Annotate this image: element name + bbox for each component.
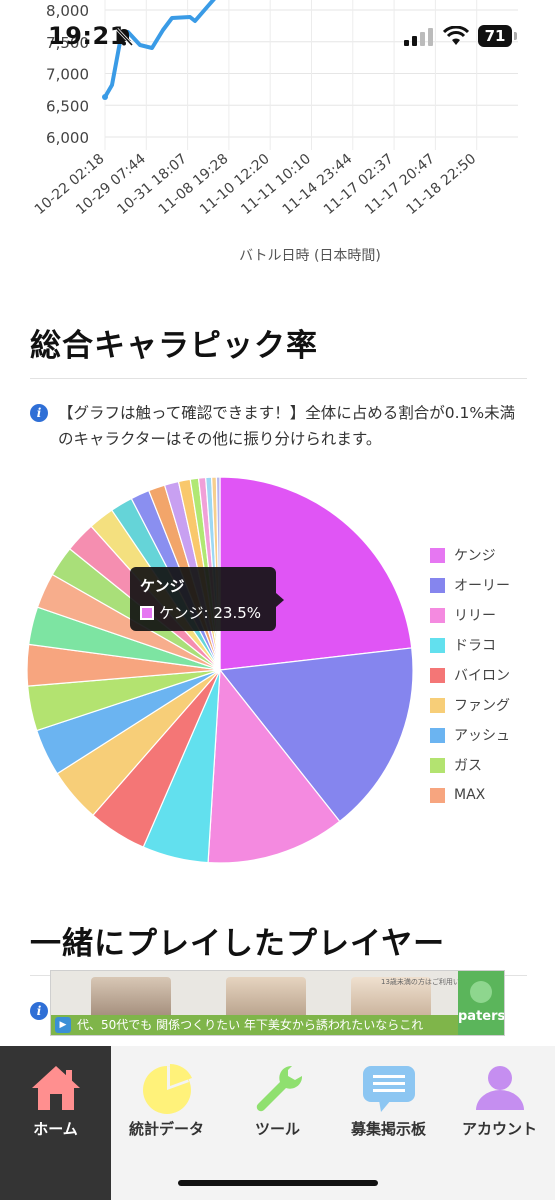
nav-label: ツール xyxy=(254,1120,300,1138)
y-tick-label: 8,000 xyxy=(46,2,89,20)
nav-board[interactable]: 募集掲示板 xyxy=(333,1046,444,1200)
nav-home[interactable]: ホーム xyxy=(0,1046,111,1200)
line-point xyxy=(102,94,108,100)
pie-slice[interactable] xyxy=(218,647,414,823)
x-tick-label: 10-22 02:18 xyxy=(32,151,108,218)
legend-item[interactable]: ケンジ xyxy=(430,540,550,570)
pie-slice[interactable] xyxy=(207,668,341,864)
nav-label: 統計データ xyxy=(128,1120,204,1138)
tooltip-swatch xyxy=(140,605,154,620)
ad-caption: 代、50代でも 関係つくりたい 年下美女から誘われたいならこれ xyxy=(51,1015,463,1035)
x-axis-label: バトル日時 (日本時間) xyxy=(239,248,381,264)
nav-tools[interactable]: ツール xyxy=(222,1046,333,1200)
nav-label: アカウント xyxy=(461,1120,537,1138)
legend-item[interactable]: バイロン xyxy=(430,660,550,690)
nav-label: ホーム xyxy=(33,1120,78,1138)
pie-legend: ケンジ オーリー リリー ドラコ バイロン ファング アッシュ ガス MAX xyxy=(430,540,550,810)
line-series xyxy=(103,0,216,99)
info-text: 【グラフは触って確認できます！】全体に占める割合が0.1%未満のキャラクターはそ… xyxy=(58,404,516,448)
wrench-icon xyxy=(256,1065,303,1112)
nav-account[interactable]: アカウント xyxy=(444,1046,555,1200)
players-title: 一緒にプレイしたプレイヤー xyxy=(30,926,446,962)
divider xyxy=(30,378,527,379)
ad-small-text: 13歳未満の方はご利用いただけません xyxy=(381,978,502,986)
user-icon xyxy=(476,1066,524,1110)
legend-item[interactable]: アッシュ xyxy=(430,720,550,750)
y-tick-label: 7,000 xyxy=(46,66,89,84)
legend-item[interactable]: オーリー xyxy=(430,570,550,600)
legend-item[interactable]: ファング xyxy=(430,690,550,720)
ad-brand-logo: paters xyxy=(458,971,504,1035)
y-tick-label: 6,500 xyxy=(46,97,89,115)
cellular-signal-icon xyxy=(404,28,433,46)
pie-chart-icon xyxy=(143,1063,192,1114)
pie-tooltip: ケンジ ケンジ: 23.5% xyxy=(130,567,284,631)
legend-item[interactable]: リリー xyxy=(430,600,550,630)
status-bar: 19:21 71 xyxy=(0,0,555,70)
wifi-icon xyxy=(443,26,469,45)
y-tick-label: 6,000 xyxy=(46,129,89,147)
legend-item[interactable]: MAX xyxy=(430,780,550,810)
bottom-nav: ホーム 統計データ ツール 募集掲示板 アカウント xyxy=(0,1046,555,1200)
ad-banner[interactable]: 13歳未満の方はご利用いただけません 代、50代でも 関係つくりたい 年下美女か… xyxy=(50,970,505,1036)
tooltip-title: ケンジ xyxy=(140,577,185,595)
status-time: 19:21 xyxy=(48,22,127,50)
pick-rate-info: i 【グラフは触って確認できます！】全体に占める割合が0.1%未満のキャラクター… xyxy=(30,400,530,452)
nav-label: 募集掲示板 xyxy=(350,1120,426,1138)
home-indicator xyxy=(178,1180,378,1186)
pick-rate-title: 総合キャラピック率 xyxy=(30,328,318,364)
y-tick-label: 7,500 xyxy=(46,34,89,52)
legend-item[interactable]: ドラコ xyxy=(430,630,550,660)
ad-play-icon[interactable]: ▶ xyxy=(55,1017,71,1033)
home-icon xyxy=(32,1066,80,1110)
chat-bubble-icon xyxy=(363,1066,415,1112)
battery-level: 71 xyxy=(478,25,512,47)
nav-stats[interactable]: 統計データ xyxy=(111,1046,222,1200)
legend-item[interactable]: ガス xyxy=(430,750,550,780)
tooltip-value: ケンジ: 23.5% xyxy=(159,604,262,622)
info-icon: i xyxy=(30,1002,48,1020)
info-icon: i xyxy=(30,404,48,422)
battery-icon: 71 xyxy=(478,25,518,47)
bell-muted-icon xyxy=(115,27,134,47)
